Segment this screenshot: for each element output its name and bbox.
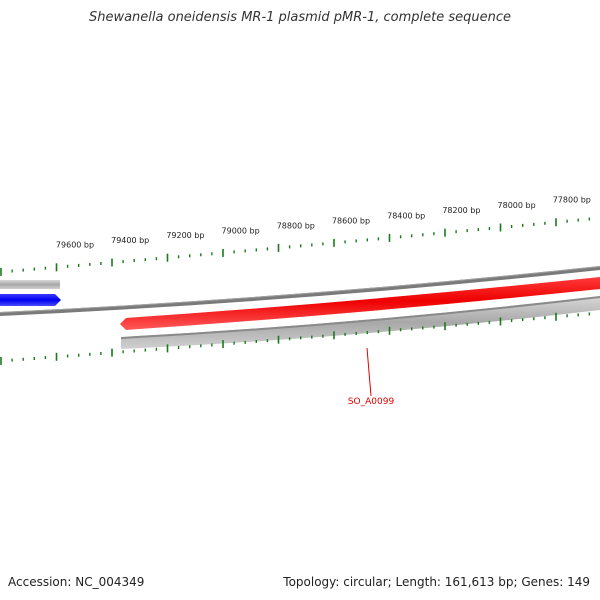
scale-tick-label: 79600 bp — [56, 241, 94, 250]
topology-summary: Topology: circular; Length: 161,613 bp; … — [283, 575, 590, 589]
scale-tick-label: 78400 bp — [387, 211, 425, 220]
scale-tick-label: 78000 bp — [498, 201, 536, 210]
scale-tick-label: 77800 bp — [553, 196, 591, 205]
scale-tick-labels: 79600 bp 79400 bp 79200 bp 79000 bp 78800 bp… — [56, 196, 591, 250]
gene-label-leader — [366, 347, 372, 397]
accession-text: Accession: NC_004349 — [8, 575, 145, 589]
scale-tick-label: 78600 bp — [332, 216, 370, 225]
gene-label-SO_A0099[interactable]: SO_A0099 — [348, 397, 395, 407]
scale-tick-label: 79400 bp — [111, 236, 149, 245]
gene-arrow-reverse[interactable] — [0, 294, 61, 306]
scale-tick-label: 79000 bp — [222, 226, 260, 235]
scale-ticks-outer — [0, 217, 590, 276]
backbone-segment-left — [0, 280, 60, 289]
backbone-outer — [0, 266, 600, 316]
scale-tick-label: 78800 bp — [277, 221, 315, 230]
gene-arrow-forward[interactable] — [120, 277, 600, 330]
scale-tick-label: 78200 bp — [442, 206, 480, 215]
scale-ticks-inner — [0, 312, 590, 365]
map-title: Shewanella oneidensis MR-1 plasmid pMR-1… — [88, 10, 512, 25]
scale-tick-label: 79200 bp — [166, 231, 204, 240]
